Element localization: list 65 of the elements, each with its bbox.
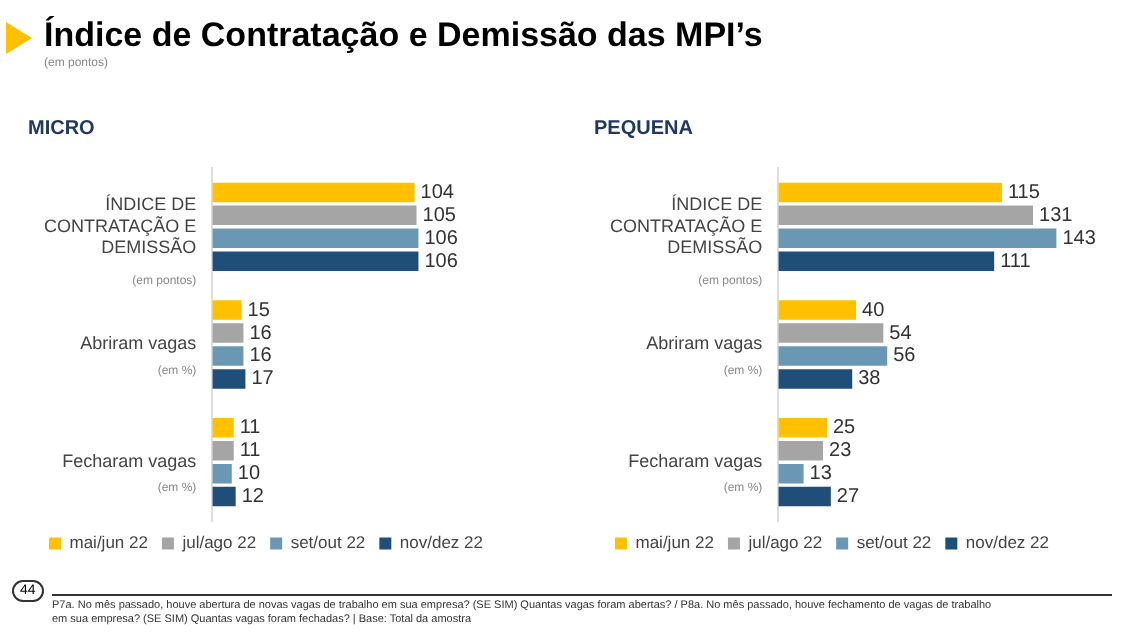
bar xyxy=(212,228,419,249)
data-label: 111 xyxy=(1000,250,1032,273)
bar xyxy=(212,463,232,484)
data-label: 12 xyxy=(241,486,265,509)
data-label: 115 xyxy=(1007,181,1041,204)
bar xyxy=(778,369,853,389)
y-tick-label: Fecharam vagas xyxy=(628,451,764,472)
data-label: 105 xyxy=(422,204,457,227)
bar xyxy=(778,228,1057,249)
data-label: 11 xyxy=(239,440,262,463)
bar xyxy=(778,486,831,507)
legend-label: jul/ago 22 xyxy=(180,532,257,553)
data-label: 13 xyxy=(809,463,833,486)
bar xyxy=(212,440,234,461)
text: Índice de Contratação e Demissão das MPI’s xyxy=(44,16,763,56)
legend-label: jul/ago 22 xyxy=(746,532,823,553)
bar xyxy=(778,440,824,461)
data-label: 16 xyxy=(249,345,273,368)
data-label: 10 xyxy=(237,463,261,486)
bar xyxy=(212,346,244,366)
bar xyxy=(212,369,246,389)
data-label: 143 xyxy=(1062,227,1097,250)
bar xyxy=(212,418,234,438)
data-label: 131 xyxy=(1039,204,1074,227)
bar xyxy=(778,323,884,343)
bar xyxy=(212,182,415,203)
y-tick-label: Abriram vagas xyxy=(646,333,764,354)
data-label: 27 xyxy=(836,486,860,509)
legend-label: nov/dez 22 xyxy=(399,532,484,553)
data-label: 56 xyxy=(893,345,917,368)
bar xyxy=(212,205,417,226)
data-label: 40 xyxy=(862,299,886,322)
y-tick-label: ÍNDICE DE CONTRATAÇÃO E DEMISSÃO xyxy=(44,194,197,258)
data-label: 15 xyxy=(247,299,271,322)
bar xyxy=(778,463,804,484)
y-tick-label: Fecharam vagas xyxy=(62,451,198,472)
data-label: 16 xyxy=(249,322,273,345)
data-label: 11 xyxy=(239,417,262,440)
bar xyxy=(778,205,1034,226)
data-label: 23 xyxy=(829,440,853,463)
legend-label: set/out 22 xyxy=(290,532,366,553)
chart-title: PEQUENA xyxy=(594,117,693,140)
y-tick-label: ÍNDICE DE CONTRATAÇÃO E DEMISSÃO xyxy=(610,194,763,258)
bar xyxy=(212,486,236,507)
legend-label: mai/jun 22 xyxy=(635,532,715,553)
chart-title: MICRO xyxy=(28,117,96,140)
data-label: 106 xyxy=(424,227,459,250)
bar xyxy=(778,418,827,438)
bar xyxy=(212,300,242,320)
bar xyxy=(212,323,244,343)
data-label: 38 xyxy=(858,368,882,391)
y-tick-label: Abriram vagas xyxy=(80,333,198,354)
bar xyxy=(778,182,1002,203)
legend-label: nov/dez 22 xyxy=(965,532,1050,553)
legend-label: mai/jun 22 xyxy=(69,532,149,553)
legend-label: set/out 22 xyxy=(856,532,932,553)
data-label: 17 xyxy=(251,368,275,391)
bar xyxy=(778,346,888,366)
bar xyxy=(778,300,857,320)
bar xyxy=(212,251,419,271)
bar xyxy=(778,251,995,271)
data-label: 106 xyxy=(424,250,459,273)
data-label: 25 xyxy=(832,417,857,440)
data-label: 104 xyxy=(420,181,455,204)
data-label: 54 xyxy=(889,322,913,345)
